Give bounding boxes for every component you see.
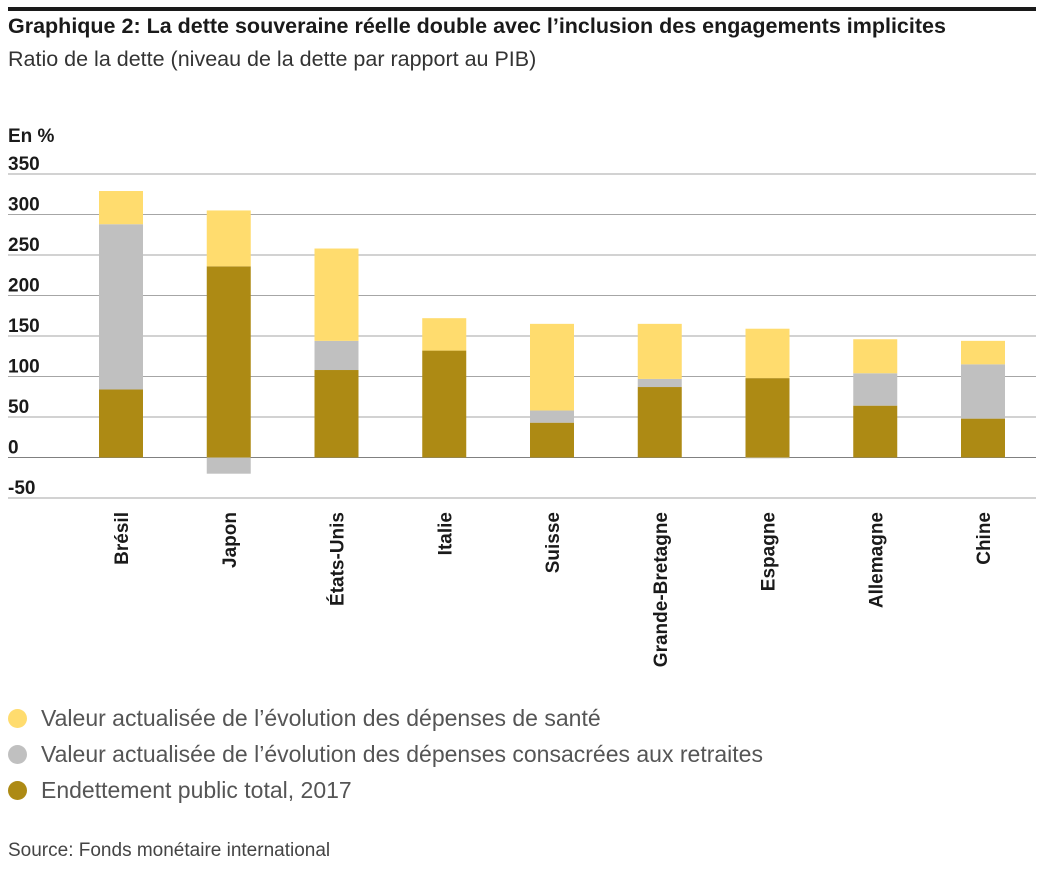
y-unit-label: En % [8,126,55,147]
bar-segment [206,210,251,267]
category-label: Allemagne [866,512,887,608]
bar-segment [422,318,467,351]
legend-label: Valeur actualisée de l’évolution des dép… [41,740,763,767]
legend-swatch [8,780,27,800]
category-label: Grande-Bretagne [651,512,672,667]
bar-segment [745,378,790,458]
bar-segment [637,387,682,458]
bar-segment [530,323,574,411]
category-labels: Brésil Japon États-Unis Italie Suisse Grande-… [112,512,995,667]
bar-segment [422,350,467,458]
bars [99,191,1005,474]
legend-swatch [8,708,27,728]
bar-segment [314,370,359,458]
y-tick-label: 250 [8,235,40,256]
bar-segment [637,323,682,379]
bar-segment [745,328,790,379]
y-tick-label: 50 [8,397,29,418]
bar-segment [314,248,359,341]
bar-segment [961,364,1005,419]
bar-segment [853,405,898,458]
legend-item: Endettement public total, 2017 [8,772,763,808]
y-tick-label: -50 [8,478,35,499]
bar-segment [853,373,898,406]
bar-segment [99,224,143,390]
bar-segment [530,410,574,423]
y-axis-ticks: 350 300 250 200 150 100 50 0 -50 [8,154,40,499]
legend-label: Valeur actualisée de l’évolution des dép… [41,704,601,731]
category-label: Japon [220,512,241,568]
category-label: Italie [435,512,456,555]
legend-label: Endettement public total, 2017 [41,776,352,803]
source-note: Source: Fonds monétaire international [8,840,331,861]
bar-segment [853,339,898,374]
bar-segment [530,422,574,458]
legend-swatch [8,744,27,764]
bar-segment [99,191,143,225]
bar-segment [745,457,790,459]
title-rule [8,7,1036,11]
bar-segment [637,378,682,388]
y-tick-label: 0 [8,438,19,459]
bar-segment [206,266,251,458]
bar-segment [961,418,1005,458]
bar-segment [314,340,359,371]
category-label: Suisse [543,512,564,573]
bar-segment [206,457,251,474]
bar-segment [961,340,1005,365]
y-tick-label: 300 [8,195,40,216]
stacked-bar-chart: En % 350 300 250 200 150 100 50 0 -50 Brésil Japo… [8,126,1036,667]
legend-item: Valeur actualisée de l’évolution des dép… [8,736,763,772]
category-label: Chine [974,512,995,565]
category-label: Brésil [112,512,133,565]
chart-title: Graphique 2: La dette souveraine réelle … [8,14,946,38]
legend-item: Valeur actualisée de l’évolution des dép… [8,700,763,736]
y-tick-label: 150 [8,316,40,337]
bar-segment [99,389,143,458]
y-tick-label: 100 [8,357,40,378]
y-tick-label: 350 [8,154,40,175]
category-label: États-Unis [327,512,349,606]
category-label: Espagne [759,512,780,591]
legend: Valeur actualisée de l’évolution des dép… [8,700,763,808]
y-tick-label: 200 [8,276,40,297]
chart-subtitle: Ratio de la dette (niveau de la dette pa… [8,47,537,71]
